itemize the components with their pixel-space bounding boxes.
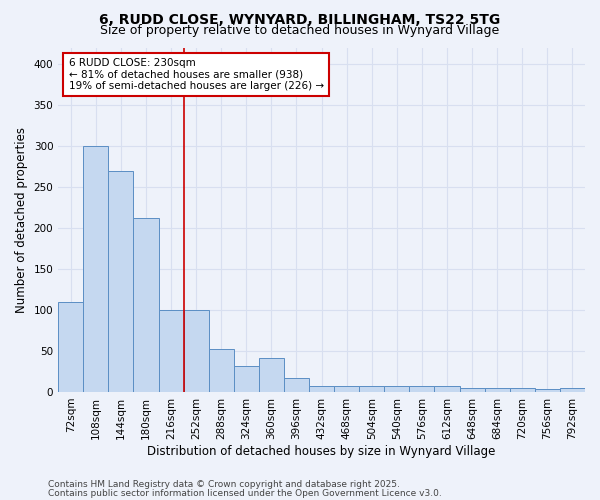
Bar (58, 302, 83, 392)
Bar (485, 388, 510, 392)
Text: Contains HM Land Registry data © Crown copyright and database right 2025.: Contains HM Land Registry data © Crown c… (48, 480, 400, 489)
Text: 6 RUDD CLOSE: 230sqm
← 81% of detached houses are smaller (938)
19% of semi-deta: 6 RUDD CLOSE: 230sqm ← 81% of detached h… (69, 58, 324, 91)
Bar (133, 218, 158, 392)
Bar (359, 386, 385, 392)
Bar (109, 170, 133, 392)
Text: Contains public sector information licensed under the Open Government Licence v3: Contains public sector information licen… (48, 488, 442, 498)
Bar (434, 386, 460, 392)
Bar (158, 310, 184, 392)
Bar (334, 386, 359, 392)
Text: 6, RUDD CLOSE, WYNYARD, BILLINGHAM, TS22 5TG: 6, RUDD CLOSE, WYNYARD, BILLINGHAM, TS22… (100, 12, 500, 26)
Bar (83, 146, 109, 392)
X-axis label: Distribution of detached houses by size in Wynyard Village: Distribution of detached houses by size … (148, 444, 496, 458)
Bar (309, 386, 334, 392)
Bar (560, 388, 585, 392)
Bar (209, 350, 234, 392)
Text: Size of property relative to detached houses in Wynyard Village: Size of property relative to detached ho… (100, 24, 500, 37)
Bar (284, 378, 309, 392)
Bar (409, 386, 434, 392)
Bar (510, 388, 535, 392)
Bar (385, 386, 409, 392)
Bar (460, 388, 485, 392)
Bar (234, 366, 259, 392)
Bar (259, 358, 284, 392)
Bar (535, 390, 560, 392)
Y-axis label: Number of detached properties: Number of detached properties (15, 126, 28, 312)
Bar (184, 310, 209, 392)
